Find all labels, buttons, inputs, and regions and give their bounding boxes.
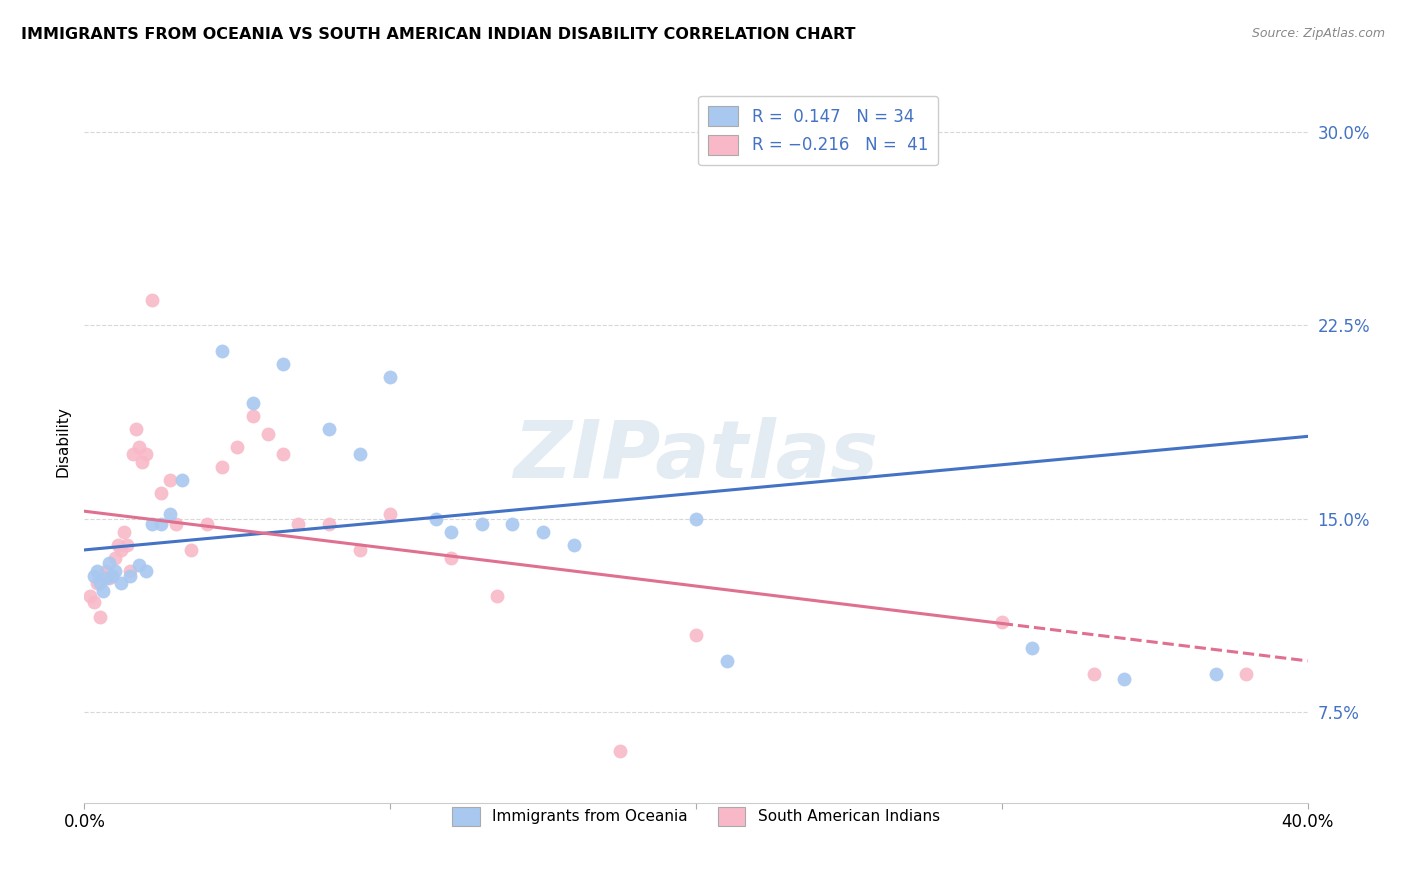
Point — [97, 556, 120, 570]
Point — [104, 550, 127, 565]
Point — [271, 447, 294, 461]
Text: ZIPatlas: ZIPatlas — [513, 417, 879, 495]
Text: Source: ZipAtlas.com: Source: ZipAtlas.com — [1251, 27, 1385, 40]
Point — [685, 628, 707, 642]
Point — [122, 447, 145, 461]
Point — [1114, 672, 1136, 686]
Point — [471, 517, 494, 532]
Point — [94, 571, 117, 585]
Point — [1021, 640, 1043, 655]
Point — [562, 538, 585, 552]
Point — [101, 568, 124, 582]
Point — [135, 564, 157, 578]
Point — [991, 615, 1014, 630]
Point — [242, 396, 264, 410]
Point — [180, 542, 202, 557]
Point — [141, 293, 163, 307]
Point — [165, 517, 187, 532]
Legend: Immigrants from Oceania, South American Indians: Immigrants from Oceania, South American … — [443, 798, 949, 835]
Point — [89, 576, 111, 591]
Point — [120, 568, 142, 582]
Point — [101, 568, 124, 582]
Point — [716, 654, 738, 668]
Point — [128, 558, 150, 573]
Point — [83, 594, 105, 608]
Text: IMMIGRANTS FROM OCEANIA VS SOUTH AMERICAN INDIAN DISABILITY CORRELATION CHART: IMMIGRANTS FROM OCEANIA VS SOUTH AMERICA… — [21, 27, 856, 42]
Point — [869, 151, 891, 165]
Point — [380, 370, 402, 384]
Point — [242, 409, 264, 423]
Point — [257, 426, 280, 441]
Point — [115, 538, 138, 552]
Point — [91, 584, 114, 599]
Point — [97, 571, 120, 585]
Point — [440, 550, 463, 565]
Point — [86, 564, 108, 578]
Point — [83, 568, 105, 582]
Point — [91, 568, 114, 582]
Point — [1083, 666, 1105, 681]
Point — [110, 576, 132, 591]
Point — [1236, 666, 1258, 681]
Point — [486, 590, 509, 604]
Point — [271, 357, 294, 371]
Point — [380, 507, 402, 521]
Point — [112, 524, 135, 539]
Point — [172, 473, 194, 487]
Point — [349, 447, 371, 461]
Point — [125, 422, 148, 436]
Point — [141, 517, 163, 532]
Point — [318, 422, 340, 436]
Point — [318, 517, 340, 532]
Point — [159, 473, 181, 487]
Point — [128, 440, 150, 454]
Point — [107, 538, 129, 552]
Point — [86, 576, 108, 591]
Point — [195, 517, 218, 532]
Point — [531, 524, 554, 539]
Point — [1205, 666, 1227, 681]
Point — [135, 447, 157, 461]
Point — [609, 744, 631, 758]
Point — [149, 517, 172, 532]
Point — [131, 455, 153, 469]
Point — [211, 460, 233, 475]
Point — [502, 517, 524, 532]
Point — [94, 564, 117, 578]
Point — [425, 512, 447, 526]
Y-axis label: Disability: Disability — [55, 406, 70, 477]
Point — [440, 524, 463, 539]
Point — [226, 440, 249, 454]
Point — [349, 542, 371, 557]
Point — [79, 590, 101, 604]
Point — [120, 564, 142, 578]
Point — [110, 542, 132, 557]
Point — [149, 486, 172, 500]
Point — [211, 344, 233, 359]
Point — [159, 507, 181, 521]
Point — [104, 564, 127, 578]
Point — [685, 512, 707, 526]
Point — [287, 517, 309, 532]
Point — [89, 610, 111, 624]
